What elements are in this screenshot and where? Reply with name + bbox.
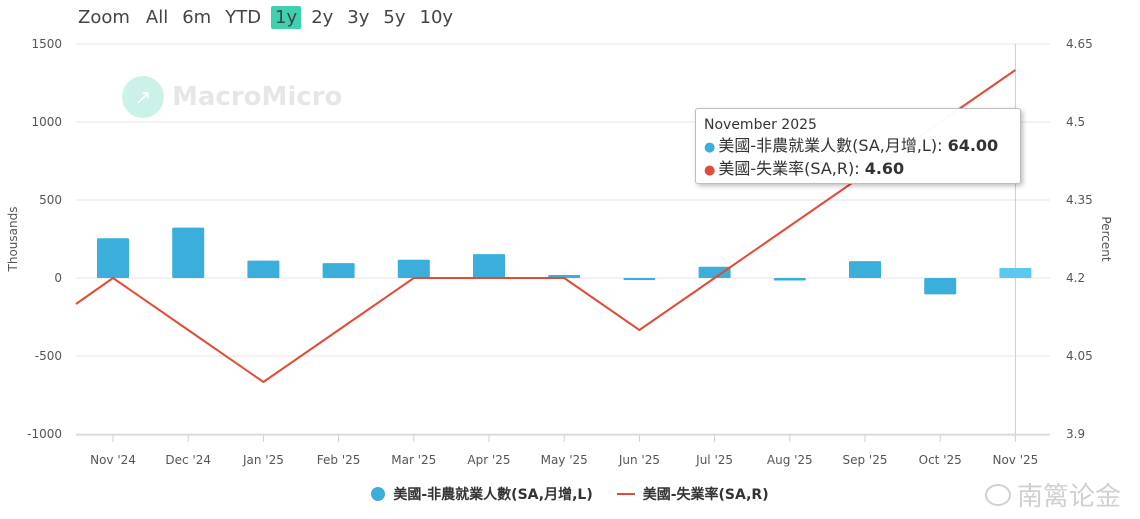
- tooltip-unemployment-dot-icon: ●: [704, 163, 716, 178]
- zoom-5y-button[interactable]: 5y: [383, 6, 406, 28]
- y-left-axis-title: Thousands: [6, 207, 20, 273]
- x-tick-label: Jun '25: [618, 453, 660, 467]
- payrolls-bar: [924, 278, 957, 295]
- x-tick-label: Nov '25: [992, 453, 1038, 467]
- chart-svg: 1500 1000 500 0 -500 -1000 4.65 4.5 4.35 4.2 4.05 3…: [6, 37, 1113, 467]
- legend-unemployment-label: 美國-失業率(SA,R): [642, 487, 769, 503]
- macromicro-logo-icon: ↗: [122, 76, 164, 118]
- x-tick-label: Sep '25: [843, 453, 888, 467]
- tooltip-row-payrolls: ● 美國-非農就業人數(SA,月增,L): 64.00: [704, 135, 1020, 158]
- payrolls-bar: [473, 254, 505, 278]
- tooltip-title: November 2025: [704, 117, 817, 133]
- payrolls-bar: [698, 266, 731, 278]
- tooltip-unemployment-label: 美國-失業率(SA,R):: [718, 159, 860, 178]
- y-right-tick-label: 4.35: [1066, 193, 1093, 207]
- x-tick-label: Dec '24: [165, 453, 211, 467]
- legend-line-icon: [616, 493, 635, 495]
- y-right-tick-label: 3.9: [1066, 427, 1085, 441]
- payrolls-bar: [172, 227, 205, 278]
- legend-item-payrolls[interactable]: 美國-非農就業人數(SA,月增,L): [371, 484, 593, 504]
- legend-circle-icon: [371, 487, 386, 501]
- zoom-1y-button[interactable]: 1y: [271, 5, 302, 29]
- corner-watermark-text: 南篱论金: [1017, 482, 1122, 512]
- tooltip-unemployment-value: 4.60: [864, 159, 905, 178]
- payrolls-bar: [397, 259, 430, 278]
- corner-watermark: 南篱论金: [985, 476, 1121, 513]
- y-left-tick-label: -500: [35, 349, 62, 363]
- x-tick-label: Feb '25: [317, 453, 361, 467]
- tooltip-payrolls-value: 64.00: [947, 136, 999, 155]
- x-tick-label: Jan '25: [242, 453, 284, 467]
- y-right-tick-label: 4.05: [1066, 349, 1093, 363]
- y-left-tick-label: 500: [39, 193, 62, 207]
- zoom-2y-button[interactable]: 2y: [311, 6, 334, 28]
- tooltip: November 2025 ● 美國-非農就業人數(SA,月增,L): 64.00…: [695, 108, 1021, 184]
- payrolls-bar: [999, 268, 1032, 278]
- x-tick-label: Nov '24: [90, 453, 136, 467]
- y-right-tick-label: 4.5: [1066, 115, 1085, 129]
- legend-item-unemployment[interactable]: 美國-失業率(SA,R): [616, 484, 769, 504]
- x-tick-label: May '25: [541, 453, 588, 467]
- zoom-all-button[interactable]: All: [145, 6, 169, 28]
- bar-series: [97, 227, 1032, 295]
- payrolls-bar: [773, 278, 806, 281]
- y-left-tick-label: -1000: [27, 427, 62, 441]
- x-tick-label: Oct '25: [919, 453, 962, 467]
- payrolls-bar: [623, 278, 656, 281]
- zoom-bar: Zoom All 6m YTD 1y 2y 3y 5y 10y: [78, 4, 463, 30]
- x-tick-label: Jul '25: [695, 453, 733, 467]
- tooltip-row-unemployment: ● 美國-失業率(SA,R): 4.60: [704, 158, 1020, 181]
- tooltip-payrolls-dot-icon: ●: [704, 140, 716, 155]
- y-left-tick-label: 0: [54, 271, 62, 285]
- legend-payrolls-label: 美國-非農就業人數(SA,月增,L): [393, 487, 593, 503]
- zoom-label: Zoom: [78, 6, 130, 28]
- payrolls-bar: [322, 263, 355, 278]
- watermark-text: MacroMicro: [172, 82, 343, 112]
- zoom-10y-button[interactable]: 10y: [419, 6, 454, 28]
- payrolls-bar: [97, 238, 129, 278]
- macromicro-watermark: ↗ MacroMicro: [122, 76, 342, 118]
- tooltip-payrolls-label: 美國-非農就業人數(SA,月增,L):: [718, 136, 943, 155]
- x-tick-label: Mar '25: [391, 453, 436, 467]
- axes: 1500 1000 500 0 -500 -1000 4.65 4.5 4.35 4.2 4.05 3…: [6, 37, 1113, 467]
- y-left-tick-label: 1000: [31, 115, 62, 129]
- y-right-tick-label: 4.2: [1066, 271, 1085, 285]
- zoom-ytd-button[interactable]: YTD: [225, 6, 262, 28]
- y-right-tick-label: 4.65: [1066, 37, 1093, 51]
- zoom-6m-button[interactable]: 6m: [182, 6, 212, 28]
- weibo-icon: [985, 483, 1011, 506]
- y-right-axis-title: Percent: [1099, 216, 1113, 261]
- payrolls-bar: [247, 260, 280, 278]
- y-left-tick-label: 1500: [31, 37, 62, 51]
- x-tick-label: Apr '25: [467, 453, 510, 467]
- legend: 美國-非農就業人數(SA,月增,L) 美國-失業率(SA,R): [0, 484, 1140, 504]
- payrolls-bar: [849, 261, 881, 278]
- x-tick-label: Aug '25: [767, 453, 813, 467]
- zoom-3y-button[interactable]: 3y: [347, 6, 370, 28]
- grid-lines: [76, 43, 1050, 435]
